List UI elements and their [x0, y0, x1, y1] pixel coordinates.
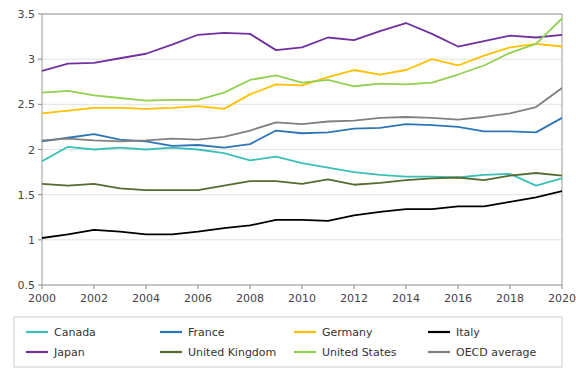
series-line	[42, 173, 562, 190]
x-tick	[94, 285, 95, 289]
y-tick	[38, 285, 42, 286]
chart: 0.5 1 1.5 2 2.5 3 3.5 2000 2002 2004 2006 2008 2010 2…	[0, 0, 576, 371]
legend-swatch	[26, 351, 48, 353]
y-tick	[38, 239, 42, 240]
x-tick	[146, 285, 147, 289]
legend-swatch	[294, 351, 316, 353]
y-tick	[38, 194, 42, 195]
x-tick	[406, 285, 407, 289]
legend-label: United States	[322, 346, 397, 359]
legend-swatch	[160, 351, 182, 353]
x-tick	[562, 285, 563, 289]
y-tick-label: 3.5	[18, 8, 36, 21]
y-tick-label: 1.5	[18, 189, 36, 202]
x-tick	[458, 285, 459, 289]
grid-line	[42, 149, 562, 150]
x-tick	[42, 285, 43, 289]
x-tick-label: 2014	[392, 292, 420, 305]
y-tick-label: 3	[28, 53, 35, 66]
x-tick	[302, 285, 303, 289]
x-tick-label: 2006	[184, 292, 212, 305]
x-tick	[198, 285, 199, 289]
x-tick-label: 2016	[444, 292, 472, 305]
legend: Canada France Germany Italy Japan United King…	[14, 317, 562, 367]
grid	[42, 14, 562, 285]
legend-swatch	[294, 331, 316, 333]
x-tick	[250, 285, 251, 289]
grid-line	[42, 194, 562, 195]
grid-line	[42, 104, 562, 105]
x-tick-label: 2000	[28, 292, 56, 305]
x-tick-label: 2010	[288, 292, 316, 305]
series-line	[42, 19, 562, 101]
y-tick	[38, 149, 42, 150]
y-tick	[38, 104, 42, 105]
y-tick-label: 2	[28, 144, 35, 157]
series-line	[42, 88, 562, 141]
x-tick-label: 2020	[548, 292, 576, 305]
x-tick-label: 2012	[340, 292, 368, 305]
y-tick	[38, 14, 42, 15]
legend-swatch	[26, 331, 48, 333]
lines	[42, 19, 562, 239]
grid-line	[42, 239, 562, 240]
x-tick	[510, 285, 511, 289]
plot-frame	[42, 14, 562, 285]
series-line	[42, 118, 562, 148]
axes: 0.5 1 1.5 2 2.5 3 3.5 2000 2002 2004 2006 2008 2010 2…	[18, 8, 576, 305]
legend-swatch	[160, 331, 182, 333]
y-tick-label: 0.5	[18, 279, 36, 292]
y-tick-label: 2.5	[18, 98, 36, 111]
legend-label: Japan	[53, 346, 85, 359]
legend-label: Italy	[456, 326, 480, 339]
legend-box	[14, 317, 562, 367]
y-tick	[38, 59, 42, 60]
series-line	[42, 44, 562, 114]
legend-label: United Kingdom	[188, 346, 276, 359]
x-tick-label: 2008	[236, 292, 264, 305]
x-tick	[354, 285, 355, 289]
legend-label: Germany	[322, 326, 373, 339]
legend-label: France	[188, 326, 225, 339]
y-tick-label: 1	[28, 234, 35, 247]
legend-swatch	[428, 331, 450, 333]
x-tick-label: 2002	[80, 292, 108, 305]
legend-swatch	[428, 351, 450, 353]
x-tick-label: 2004	[132, 292, 160, 305]
legend-label: Canada	[54, 326, 96, 339]
series-line	[42, 191, 562, 238]
series-line	[42, 23, 562, 71]
x-tick-label: 2018	[496, 292, 524, 305]
legend-label: OECD average	[456, 346, 537, 359]
